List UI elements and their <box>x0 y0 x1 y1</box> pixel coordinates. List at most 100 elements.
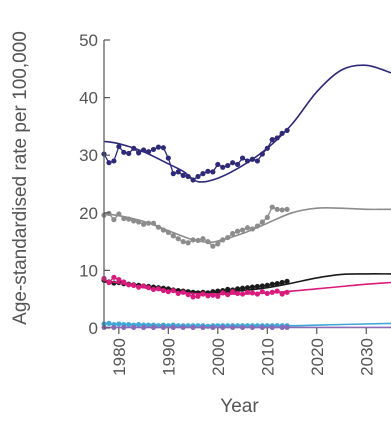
series-2 <box>101 204 391 249</box>
data-point <box>244 158 251 164</box>
data-point <box>140 221 147 227</box>
data-point <box>269 324 275 331</box>
data-point <box>155 286 162 292</box>
data-point <box>190 237 196 243</box>
data-point <box>279 279 285 286</box>
data-point <box>106 320 112 326</box>
data-point <box>220 290 226 296</box>
data-point <box>264 282 270 288</box>
data-point <box>145 220 152 226</box>
data-point <box>160 287 166 294</box>
data-point <box>220 237 226 243</box>
data-point <box>274 206 280 212</box>
data-point <box>180 324 186 331</box>
data-point <box>249 290 256 296</box>
data-point <box>239 227 246 233</box>
data-point <box>244 285 251 291</box>
data-point <box>249 226 256 232</box>
series-1 <box>101 64 391 183</box>
data-point <box>180 289 186 295</box>
data-point <box>145 285 152 291</box>
data-point <box>210 292 216 298</box>
data-point <box>259 289 265 295</box>
data-point <box>111 217 117 223</box>
data-point <box>160 324 166 331</box>
data-point <box>249 324 256 331</box>
data-point <box>235 286 241 292</box>
data-point <box>259 283 265 289</box>
data-point <box>225 162 231 169</box>
data-point <box>160 227 166 233</box>
data-point <box>284 127 290 134</box>
data-point <box>279 291 285 297</box>
data-point <box>274 135 280 141</box>
data-point <box>155 224 162 230</box>
data-point <box>269 204 275 210</box>
data-point <box>249 284 256 290</box>
series-6 <box>101 324 391 331</box>
data-point <box>279 130 285 136</box>
series-trend-line <box>103 64 391 183</box>
data-point <box>239 155 246 161</box>
data-point <box>126 321 132 328</box>
data-point <box>136 150 142 156</box>
data-point <box>160 145 166 151</box>
x-axis-ticks: 1980 1990 2000 2010 2020 2030 <box>110 328 376 376</box>
data-point <box>210 243 216 249</box>
data-point <box>185 240 191 246</box>
data-point <box>220 164 226 170</box>
data-point <box>269 137 275 143</box>
data-point <box>185 173 191 180</box>
data-point <box>131 145 137 151</box>
data-point <box>215 288 221 294</box>
data-point <box>111 158 117 164</box>
data-point <box>205 239 211 245</box>
data-point <box>269 281 275 287</box>
data-point <box>121 279 127 285</box>
data-point <box>126 282 132 288</box>
data-point <box>279 324 285 331</box>
data-point <box>170 233 176 239</box>
data-point <box>140 283 147 289</box>
plot-area <box>101 64 391 331</box>
x-tick-label: 1980 <box>110 338 129 376</box>
data-point <box>274 281 280 287</box>
data-point <box>220 324 226 331</box>
data-point <box>200 171 206 177</box>
data-point <box>136 219 142 225</box>
data-point <box>116 321 122 327</box>
x-tick-label: 1990 <box>159 338 178 376</box>
data-point <box>190 324 196 331</box>
data-point <box>106 279 112 286</box>
data-point <box>131 218 137 224</box>
data-point <box>150 286 157 293</box>
data-point <box>175 169 181 175</box>
data-point <box>165 229 171 235</box>
data-point <box>235 290 241 297</box>
data-point <box>180 239 186 245</box>
data-point <box>210 169 216 175</box>
data-point <box>195 293 201 299</box>
y-tick-label: 10 <box>79 261 98 280</box>
data-point <box>205 293 211 299</box>
y-axis-title: Age-standardised rate per 100,000 <box>10 31 31 325</box>
data-point <box>190 294 196 300</box>
series-4 <box>101 274 391 300</box>
data-point <box>155 144 162 150</box>
data-point <box>150 146 157 153</box>
data-point <box>126 150 132 157</box>
x-tick-label: 2030 <box>357 338 376 376</box>
data-point <box>116 211 122 217</box>
x-axis-title: Year <box>220 396 259 417</box>
data-point <box>195 173 201 180</box>
data-point <box>170 324 176 331</box>
data-point <box>111 274 117 280</box>
data-point <box>244 289 251 295</box>
data-point <box>205 168 211 174</box>
data-point <box>145 149 152 155</box>
data-point <box>215 241 221 247</box>
data-point <box>200 291 206 297</box>
data-point <box>170 287 176 294</box>
data-point <box>140 324 147 331</box>
